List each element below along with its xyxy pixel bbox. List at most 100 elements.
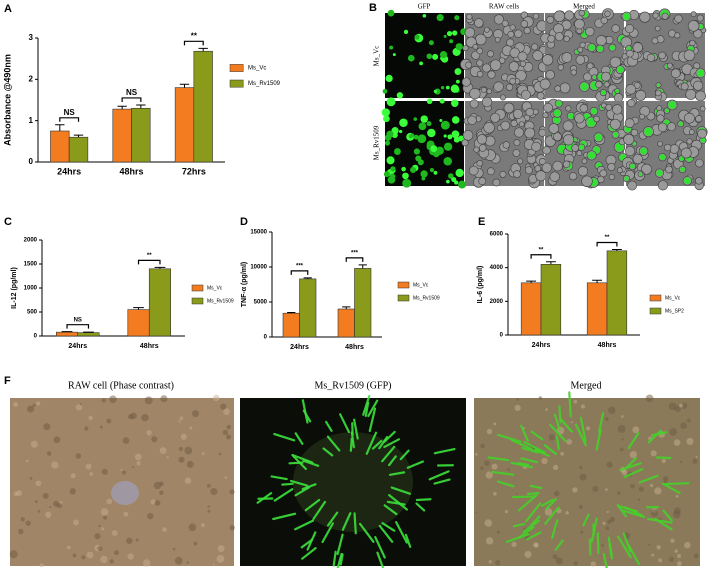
texture xyxy=(101,527,105,531)
fluorescent-cell xyxy=(392,53,396,57)
y-tick-label: 0 xyxy=(34,334,38,340)
bar xyxy=(540,263,562,336)
y-axis-title: TNF-α (pg/ml) xyxy=(241,262,248,308)
bacillus xyxy=(510,439,533,450)
texture xyxy=(619,447,624,452)
bacillus xyxy=(302,409,312,423)
texture xyxy=(495,560,501,566)
fluorescent-cell xyxy=(568,113,574,119)
fluorescent-cell xyxy=(452,30,458,36)
image-title: Merged xyxy=(571,380,602,391)
texture xyxy=(151,436,158,443)
column-label: RAW cells xyxy=(489,3,519,11)
fluorescent-cell xyxy=(586,117,596,127)
cell xyxy=(657,180,669,191)
texture xyxy=(604,417,609,421)
texture xyxy=(109,559,114,564)
texture xyxy=(668,402,677,411)
cell xyxy=(639,113,645,120)
cell xyxy=(486,167,495,176)
bacillus xyxy=(526,491,540,496)
texture xyxy=(677,561,682,566)
texture xyxy=(555,557,563,565)
cell xyxy=(476,70,484,78)
cell xyxy=(464,27,476,38)
texture xyxy=(516,397,520,401)
y-tick-label: 1000 xyxy=(24,286,38,292)
error-bar xyxy=(198,47,208,52)
texture xyxy=(226,424,231,430)
cell xyxy=(665,165,673,174)
texture xyxy=(212,563,215,566)
bacillus xyxy=(381,522,396,532)
texture xyxy=(606,510,609,514)
texture xyxy=(27,405,35,413)
cell xyxy=(690,11,697,18)
fluorescent-cell xyxy=(456,79,460,84)
texture xyxy=(180,433,188,440)
cell xyxy=(563,35,570,42)
cell xyxy=(552,160,563,172)
fluorescent-cell xyxy=(615,89,619,93)
significance-label: NS xyxy=(74,317,82,323)
texture xyxy=(109,395,117,403)
micrograph xyxy=(622,97,708,191)
error-bar xyxy=(55,124,65,131)
cell xyxy=(489,59,502,71)
cell xyxy=(494,36,501,43)
cell xyxy=(670,68,681,79)
bacillus xyxy=(371,439,383,450)
texture xyxy=(210,488,218,496)
fluorescent-cell xyxy=(383,171,390,178)
bar xyxy=(77,332,100,337)
cell xyxy=(627,180,638,191)
bacillus xyxy=(512,522,526,528)
texture xyxy=(13,491,19,497)
error-bar xyxy=(545,261,556,265)
fluorescent-cell xyxy=(403,29,409,35)
bacillus xyxy=(516,462,530,466)
bar xyxy=(148,268,172,337)
cell xyxy=(581,175,593,187)
fluorescent-cell xyxy=(420,115,428,123)
fluorescent-cell xyxy=(640,147,647,155)
texture xyxy=(538,396,543,400)
error-bar xyxy=(117,105,127,110)
texture xyxy=(114,550,119,556)
texture xyxy=(548,434,556,441)
bacillus xyxy=(301,547,317,560)
significance-label: ** xyxy=(539,247,544,253)
bacillus xyxy=(415,502,426,512)
fluorescent-cell xyxy=(402,172,409,180)
bar xyxy=(606,250,628,336)
bar xyxy=(354,268,372,338)
texture xyxy=(172,547,176,551)
texture xyxy=(570,421,574,424)
texture xyxy=(493,491,497,496)
texture xyxy=(605,526,610,530)
texture xyxy=(507,468,510,471)
texture xyxy=(189,426,193,430)
texture xyxy=(679,403,684,408)
cell xyxy=(493,81,504,92)
bacillus xyxy=(383,438,400,449)
fluorescent-cell xyxy=(432,150,440,158)
texture xyxy=(160,395,168,403)
bacillus xyxy=(339,413,351,434)
texture xyxy=(141,414,149,422)
cell xyxy=(553,132,562,142)
cell xyxy=(501,19,509,27)
bacillus xyxy=(549,423,567,443)
bar xyxy=(68,136,89,163)
texture xyxy=(178,456,185,463)
texture xyxy=(580,404,585,409)
fluorescent-cell xyxy=(408,134,413,139)
micrograph xyxy=(620,8,707,102)
texture xyxy=(504,509,509,514)
fluorescent-cell xyxy=(597,45,603,52)
cell xyxy=(603,81,610,88)
texture xyxy=(606,461,613,468)
cell xyxy=(635,89,647,101)
texture xyxy=(229,524,235,531)
cell xyxy=(462,130,474,141)
